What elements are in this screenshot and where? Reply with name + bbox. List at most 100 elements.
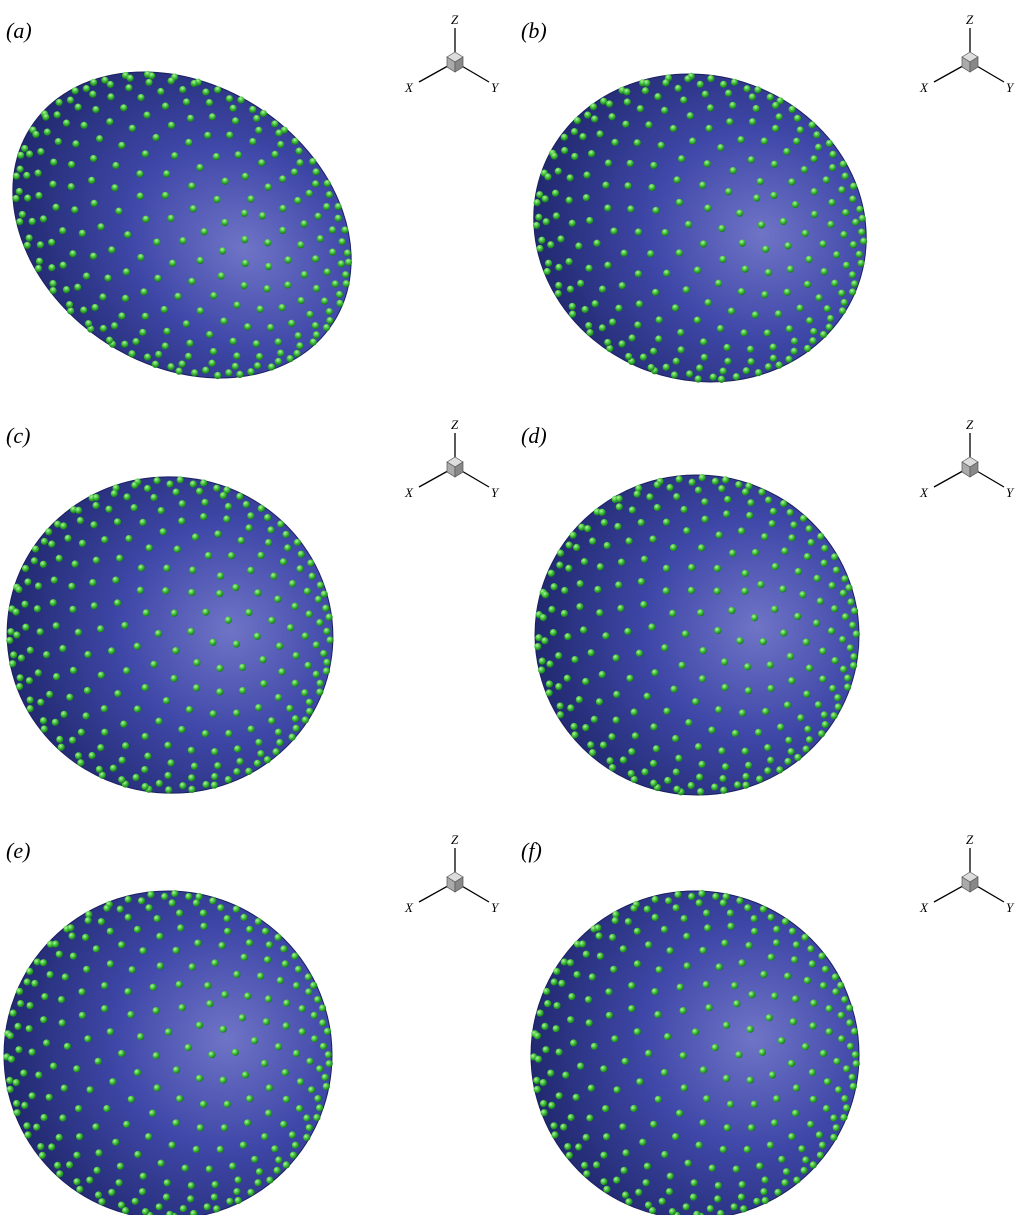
node	[838, 1012, 845, 1019]
node	[206, 1000, 213, 1007]
node	[645, 1050, 652, 1057]
node	[153, 1052, 160, 1059]
node	[611, 1035, 618, 1042]
node	[727, 923, 734, 930]
node	[581, 1162, 588, 1169]
node	[644, 906, 651, 913]
ellipsoid	[513, 453, 880, 817]
node	[560, 1124, 567, 1131]
node	[280, 945, 287, 952]
node	[261, 1133, 268, 1140]
node	[257, 973, 264, 980]
node	[132, 1198, 139, 1205]
axis-label-y: Y	[491, 80, 500, 95]
node	[103, 1105, 110, 1112]
node	[654, 1011, 661, 1018]
node	[224, 928, 231, 935]
node	[299, 1028, 306, 1035]
node	[573, 1094, 580, 1101]
node	[76, 1186, 83, 1193]
node	[76, 1133, 83, 1140]
node	[52, 940, 59, 947]
node	[266, 1177, 273, 1184]
node	[116, 1179, 123, 1186]
node	[204, 982, 211, 989]
node	[283, 1096, 290, 1103]
node	[16, 988, 23, 995]
node	[567, 959, 574, 966]
node	[271, 1145, 278, 1152]
axis-label-y: Y	[491, 900, 500, 915]
node	[778, 1037, 785, 1044]
node	[46, 1094, 53, 1101]
node	[232, 1049, 239, 1056]
node	[129, 966, 136, 973]
node	[748, 1124, 755, 1131]
node	[818, 953, 825, 960]
node	[313, 1114, 320, 1121]
node	[303, 1134, 310, 1141]
node	[540, 1079, 547, 1086]
node	[652, 914, 659, 921]
node	[239, 1014, 246, 1021]
node	[98, 918, 105, 925]
node	[79, 1012, 86, 1019]
node	[200, 923, 207, 930]
node	[314, 1095, 321, 1102]
node	[246, 926, 253, 933]
node	[208, 1051, 215, 1058]
node	[561, 958, 568, 965]
node	[124, 988, 131, 995]
node	[8, 1056, 15, 1063]
node	[645, 1202, 652, 1209]
node	[244, 1119, 251, 1126]
node	[556, 1092, 563, 1099]
node	[620, 945, 627, 952]
node	[767, 1142, 774, 1149]
node	[326, 1060, 333, 1067]
node	[241, 954, 248, 961]
node	[247, 1189, 254, 1196]
node	[622, 1149, 629, 1156]
node	[760, 906, 767, 913]
node	[833, 1058, 840, 1065]
node	[639, 1139, 646, 1146]
node	[619, 1123, 626, 1130]
node	[139, 1188, 146, 1195]
panel: (d)ZXY	[513, 417, 1015, 817]
node	[680, 1007, 687, 1014]
axis-label-z: Z	[966, 417, 974, 432]
node	[792, 1110, 799, 1117]
node	[826, 1028, 833, 1035]
node	[810, 1096, 817, 1103]
node	[149, 1110, 156, 1117]
node	[816, 1131, 823, 1138]
node	[588, 1085, 595, 1092]
axis-label-x: X	[404, 485, 414, 500]
node	[696, 1142, 703, 1149]
node	[134, 926, 141, 933]
node	[275, 934, 282, 941]
node	[255, 1179, 262, 1186]
node	[739, 1181, 746, 1188]
node	[320, 1043, 327, 1050]
node	[823, 1105, 830, 1112]
node	[622, 1191, 629, 1198]
node	[574, 971, 581, 978]
node	[544, 1000, 551, 1007]
node	[696, 899, 703, 906]
node	[62, 973, 69, 980]
node	[843, 1104, 850, 1111]
node	[841, 996, 848, 1003]
axis-label-y: Y	[491, 485, 500, 500]
node	[98, 1198, 105, 1205]
node	[802, 934, 809, 941]
node	[323, 1083, 330, 1090]
node	[817, 1152, 824, 1159]
node	[233, 971, 240, 978]
node	[86, 1177, 93, 1184]
node	[200, 910, 207, 917]
node	[43, 1039, 50, 1046]
ellipsoid-body	[4, 891, 332, 1215]
node	[773, 939, 780, 946]
